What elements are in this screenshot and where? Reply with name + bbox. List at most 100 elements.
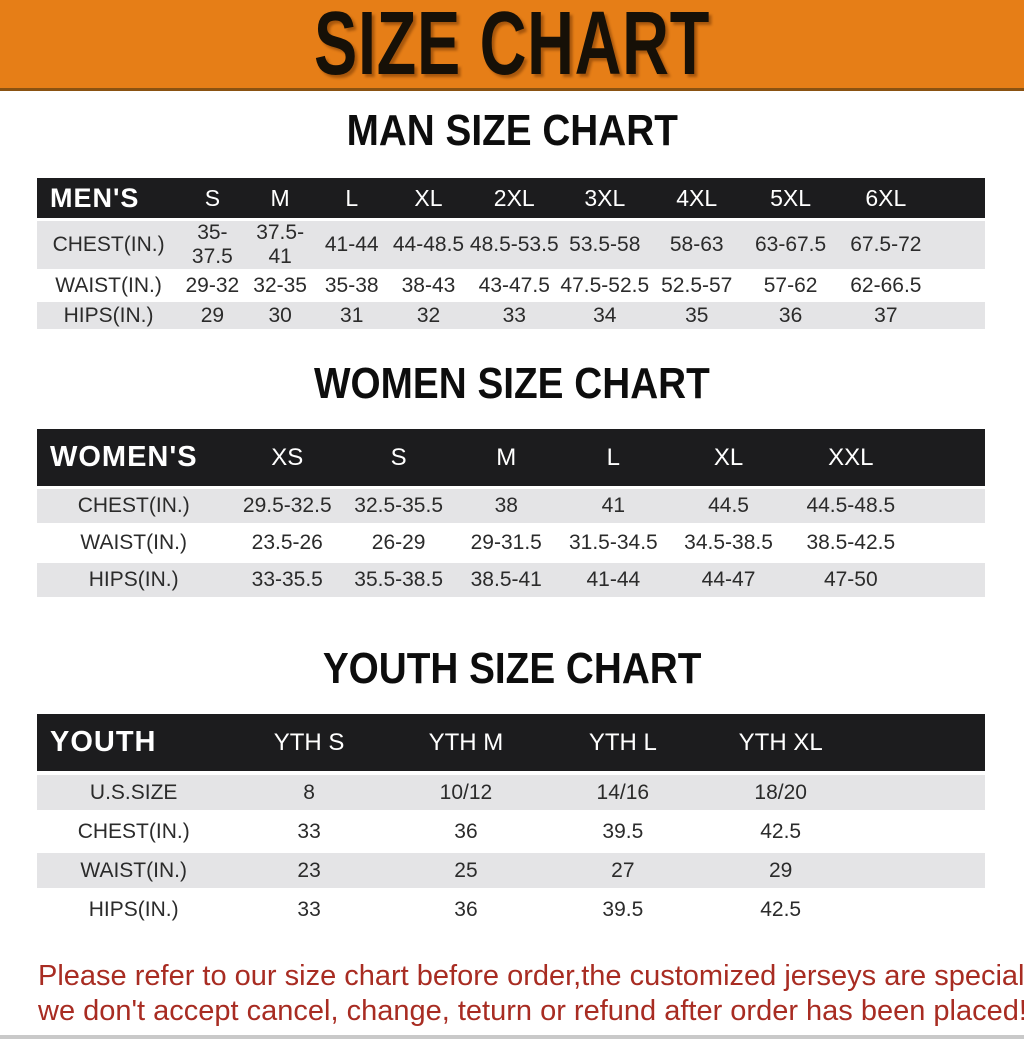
men-col-3xl: 3XL [559, 178, 651, 218]
youth-chest-row: CHEST(IN.) 33 36 39.5 42.5 [37, 810, 985, 849]
cell-filler [911, 523, 985, 560]
cell: 26-29 [344, 523, 454, 560]
youth-col-l: YTH L [544, 714, 702, 771]
women-col-xs: XS [230, 429, 345, 486]
size-chart-banner: SIZE CHART [0, 0, 1024, 91]
women-chest-row: CHEST(IN.) 29.5-32.5 32.5-35.5 38 41 44.… [37, 486, 985, 523]
men-col-5xl: 5XL [743, 178, 838, 218]
men-size-table: MEN'S S M L XL 2XL 3XL 4XL 5XL 6XL CHEST… [37, 178, 985, 329]
cell: 23.5-26 [230, 523, 345, 560]
cell: 35-37.5 [180, 218, 245, 269]
cell: 53.5-58 [559, 218, 651, 269]
banner-title: SIZE CHART [314, 0, 710, 94]
cell: 32-35 [244, 269, 316, 299]
cell: 52.5-57 [650, 269, 744, 299]
women-col-xxl: XXL [789, 429, 912, 486]
cell-filler [911, 486, 985, 523]
men-col-xl: XL [387, 178, 470, 218]
cell-filler [933, 218, 985, 269]
row-label: WAIST(IN.) [37, 523, 231, 560]
youth-size-table: YOUTH YTH S YTH M YTH L YTH XL U.S.SIZE … [37, 714, 985, 927]
women-size-table: WOMEN'S XS S M L XL XXL CHEST(IN.) 29.5-… [37, 429, 985, 597]
cell-filler [911, 560, 985, 597]
cell: 18/20 [701, 771, 860, 810]
women-col-s: S [344, 429, 454, 486]
cell-filler [859, 771, 985, 810]
man-section-heading: MAN SIZE CHART [346, 106, 678, 155]
youth-col-s: YTH S [230, 714, 388, 771]
cell-filler [933, 269, 985, 299]
cell: 35.5-38.5 [344, 560, 454, 597]
row-label: CHEST(IN.) [37, 486, 231, 523]
order-notice: Please refer to our size chart before or… [0, 959, 1024, 1029]
cell: 29 [180, 299, 245, 329]
cell: 32.5-35.5 [344, 486, 454, 523]
men-col-6xl: 6XL [837, 178, 934, 218]
cell: 30 [244, 299, 316, 329]
cell: 36 [387, 810, 545, 849]
youth-table-label: YOUTH [37, 714, 231, 771]
men-chest-row: CHEST(IN.) 35-37.5 37.5-41 41-44 44-48.5… [37, 218, 985, 269]
cell-filler [859, 888, 985, 927]
youth-col-filler [859, 714, 985, 771]
cell: 44.5-48.5 [789, 486, 912, 523]
youth-header-row: YOUTH YTH S YTH M YTH L YTH XL [37, 714, 985, 771]
cell: 34 [559, 299, 651, 329]
cell: 42.5 [701, 810, 860, 849]
men-col-l: L [315, 178, 388, 218]
cell: 29 [701, 849, 860, 888]
cell: 67.5-72 [837, 218, 934, 269]
women-hips-row: HIPS(IN.) 33-35.5 35.5-38.5 38.5-41 41-4… [37, 560, 985, 597]
row-label: CHEST(IN.) [37, 218, 181, 269]
cell: 63-67.5 [743, 218, 838, 269]
men-waist-row: WAIST(IN.) 29-32 32-35 35-38 38-43 43-47… [37, 269, 985, 299]
youth-section-heading: YOUTH SIZE CHART [322, 644, 702, 693]
cell: 39.5 [544, 810, 702, 849]
cell: 48.5-53.5 [469, 218, 560, 269]
cell: 33 [230, 888, 388, 927]
cell: 47-50 [789, 560, 912, 597]
row-label: U.S.SIZE [37, 771, 231, 810]
men-col-filler [933, 178, 985, 218]
cell: 31 [315, 299, 388, 329]
women-col-filler [911, 429, 985, 486]
cell: 41-44 [315, 218, 388, 269]
notice-line-1: Please refer to our size chart before or… [38, 960, 1024, 992]
women-header-row: WOMEN'S XS S M L XL XXL [37, 429, 985, 486]
bottom-strip [0, 1035, 1024, 1039]
youth-waist-row: WAIST(IN.) 23 25 27 29 [37, 849, 985, 888]
women-section-heading: WOMEN SIZE CHART [314, 359, 710, 408]
cell: 8 [230, 771, 388, 810]
cell: 32 [387, 299, 470, 329]
cell-filler [933, 299, 985, 329]
cell: 41-44 [559, 560, 668, 597]
cell: 41 [559, 486, 668, 523]
row-label: HIPS(IN.) [37, 299, 181, 329]
cell: 33-35.5 [230, 560, 345, 597]
cell-filler [859, 849, 985, 888]
youth-section-heading-wrap: YOUTH SIZE CHART [0, 647, 1024, 691]
cell: 31.5-34.5 [559, 523, 668, 560]
women-section-heading-wrap: WOMEN SIZE CHART [0, 362, 1024, 406]
cell: 35 [650, 299, 744, 329]
cell: 58-63 [650, 218, 744, 269]
men-table-label: MEN'S [37, 178, 181, 218]
cell: 33 [469, 299, 560, 329]
men-col-2xl: 2XL [469, 178, 560, 218]
cell: 42.5 [701, 888, 860, 927]
cell: 44.5 [667, 486, 790, 523]
cell: 39.5 [544, 888, 702, 927]
cell: 23 [230, 849, 388, 888]
men-col-4xl: 4XL [650, 178, 744, 218]
cell: 47.5-52.5 [559, 269, 651, 299]
cell-filler [859, 810, 985, 849]
youth-col-m: YTH M [387, 714, 545, 771]
cell: 44-47 [667, 560, 790, 597]
row-label: CHEST(IN.) [37, 810, 231, 849]
row-label: WAIST(IN.) [37, 849, 231, 888]
cell: 57-62 [743, 269, 838, 299]
women-waist-row: WAIST(IN.) 23.5-26 26-29 29-31.5 31.5-34… [37, 523, 985, 560]
cell: 36 [743, 299, 838, 329]
women-table-label: WOMEN'S [37, 429, 231, 486]
cell: 29.5-32.5 [230, 486, 345, 523]
